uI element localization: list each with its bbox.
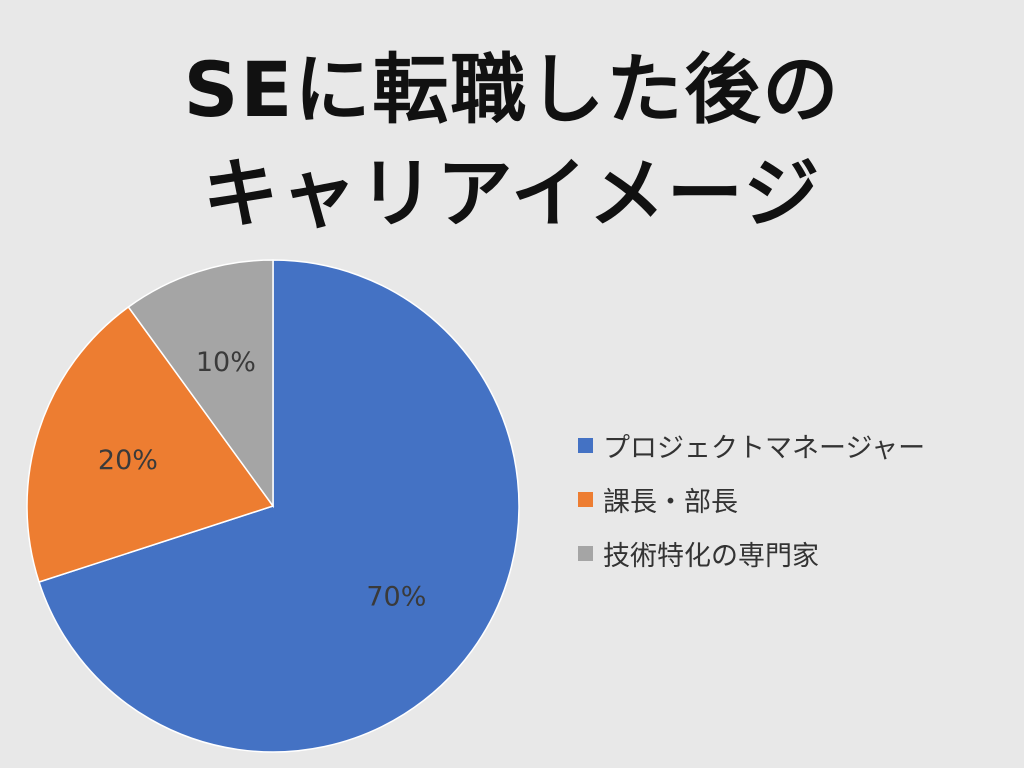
pie-slices: [26, 259, 520, 753]
chart-title-line-2: キャリアイメージ: [202, 149, 822, 238]
legend-label: 課長・部長: [603, 486, 738, 518]
legend-item-manager[interactable]: 課長・部長: [578, 472, 925, 526]
pie-data-label-1: 70%: [366, 582, 426, 613]
legend-item-project-manager[interactable]: プロジェクトマネージャー: [578, 418, 925, 472]
chart-title: SEに転職した後の キャリアイメージ: [0, 38, 1024, 246]
legend-label: プロジェクトマネージャー: [603, 432, 926, 464]
legend-item-specialist[interactable]: 技術特化の専門家: [578, 526, 925, 580]
pie-slice-2[interactable]: [26, 305, 275, 583]
pie-data-label-2: 20%: [98, 445, 158, 476]
pie-slice-1[interactable]: [38, 259, 520, 753]
legend-swatch: [578, 437, 593, 453]
legend-label: 技術特化の専門家: [603, 540, 819, 572]
pie-data-labels: 70% 20% 10%: [98, 347, 426, 613]
legend: プロジェクトマネージャー 課長・部長 技術特化の専門家: [578, 418, 925, 580]
pie-data-label-3: 10%: [196, 347, 256, 378]
chart-title-line-1: SEに転職した後の: [183, 45, 841, 134]
pie-slice-3[interactable]: [127, 259, 274, 509]
legend-swatch: [578, 545, 593, 561]
legend-swatch: [578, 491, 593, 507]
